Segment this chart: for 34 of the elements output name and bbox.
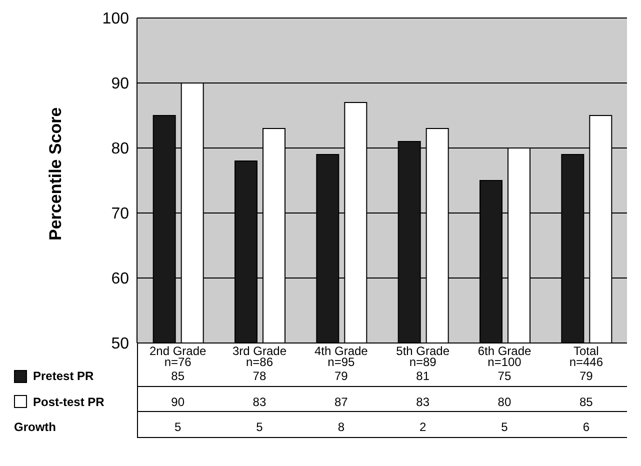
- data-label: 83: [252, 394, 268, 408]
- y-tick-label: 90: [111, 76, 130, 93]
- y-tick-label: 100: [102, 10, 130, 28]
- y-tick-label: 70: [111, 206, 130, 223]
- legend-label: Post-test PR: [33, 394, 104, 408]
- data-label: 85: [170, 369, 186, 383]
- data-label: 81: [415, 369, 430, 383]
- x-tick-label: 3rd Grade n=86: [232, 344, 287, 369]
- x-tick-label: 2nd Grade n=76: [149, 344, 207, 369]
- x-tick-label: Total n=446: [569, 344, 604, 369]
- data-label: 75: [496, 369, 512, 383]
- data-label: 87: [333, 394, 349, 408]
- data-label: 85: [578, 394, 594, 408]
- y-axis-title: Percentile Score: [46, 107, 66, 240]
- data-label: 83: [415, 394, 430, 408]
- text: 5: [173, 420, 182, 434]
- data-label: 80: [496, 394, 512, 408]
- text: 5: [255, 420, 264, 434]
- x-tick-label: 4th Grade n=95: [314, 344, 368, 369]
- text: Growth: [14, 420, 56, 434]
- x-tick-label: 5th Grade n=89: [396, 344, 450, 369]
- data-label: 90: [170, 394, 186, 408]
- text: 2: [418, 420, 428, 434]
- text: 6: [582, 420, 590, 434]
- x-tick-label: 6th Grade n=100: [478, 344, 532, 369]
- text: 8: [336, 420, 346, 434]
- text: 5: [500, 420, 509, 434]
- data-label: 79: [578, 369, 594, 383]
- y-tick-label: 60: [111, 270, 130, 288]
- y-tick-label: 50: [111, 336, 130, 353]
- data-label: 79: [333, 369, 349, 383]
- y-tick-label: 80: [111, 140, 130, 158]
- legend-label: Pretest PR: [33, 369, 94, 383]
- data-label: 78: [252, 369, 268, 383]
